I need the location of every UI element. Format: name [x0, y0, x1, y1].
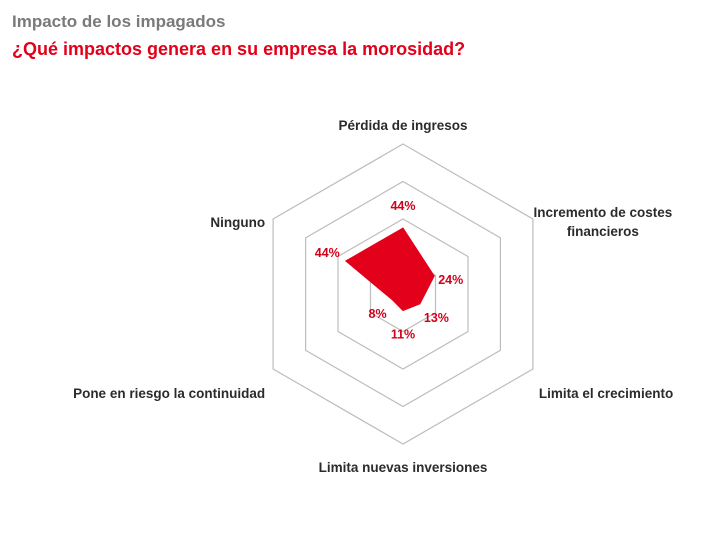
- chart-subtitle: ¿Qué impactos genera en su empresa la mo…: [12, 39, 466, 59]
- axis-label: Incremento de costes financieros: [534, 205, 673, 239]
- grid-ring: [305, 180, 501, 408]
- chart-title: Impacto de los impagados: [12, 12, 226, 31]
- axis-label: Limita el crecimiento: [539, 386, 673, 401]
- value-label: 24%: [438, 273, 463, 287]
- series-area: [344, 227, 435, 312]
- axis-label-line: Pérdida de ingresos: [338, 118, 467, 133]
- axis-label-line: Pone en riesgo la continuidad: [73, 386, 265, 401]
- axis-label-line: Ninguno: [210, 215, 265, 230]
- axis-label-line: Incremento de costes: [534, 205, 673, 220]
- axis-label-line: financieros: [567, 224, 639, 239]
- grid-ring: [337, 218, 469, 370]
- value-label: 44%: [315, 246, 340, 260]
- value-label: 13%: [424, 311, 449, 325]
- value-label: 11%: [391, 328, 415, 342]
- axis-label: Pérdida de ingresos: [338, 118, 467, 133]
- axis-label: Limita nuevas inversiones: [319, 460, 488, 475]
- grid-ring: [272, 143, 534, 445]
- value-label: 44%: [390, 199, 415, 213]
- axis-label-line: Limita el crecimiento: [539, 386, 673, 401]
- axis-label: Ninguno: [210, 215, 265, 230]
- axis-label: Pone en riesgo la continuidad: [73, 386, 265, 401]
- value-label: 8%: [369, 307, 387, 321]
- axis-label-line: Limita nuevas inversiones: [319, 460, 488, 475]
